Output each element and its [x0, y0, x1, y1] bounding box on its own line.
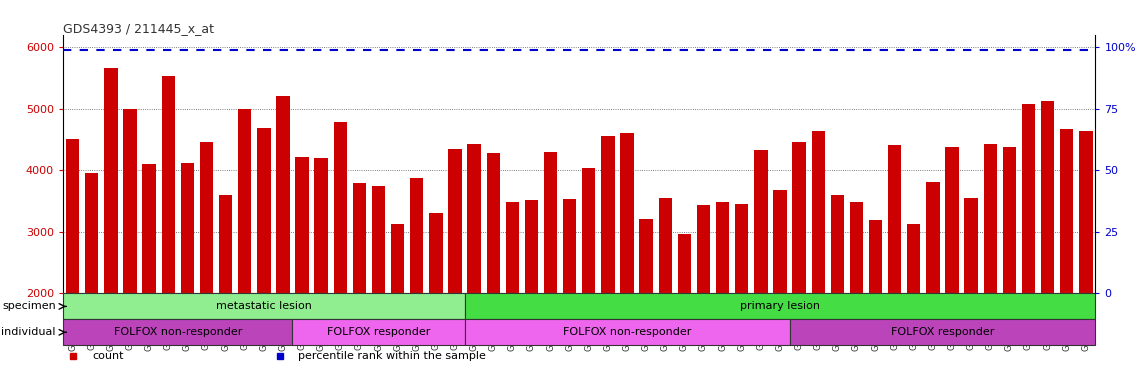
Bar — [180, 163, 194, 384]
Bar — [621, 132, 633, 384]
Bar — [544, 152, 557, 384]
Bar — [63, 293, 465, 319]
Bar — [142, 164, 156, 384]
Bar — [811, 131, 825, 384]
Bar — [465, 293, 1095, 319]
Bar — [582, 168, 595, 384]
Bar — [1079, 131, 1092, 384]
Bar — [696, 205, 710, 384]
Bar — [276, 96, 289, 384]
Bar — [563, 199, 576, 384]
Bar — [391, 224, 404, 384]
Bar — [429, 214, 443, 384]
Bar — [983, 144, 997, 384]
Bar — [467, 144, 481, 384]
Bar — [888, 145, 902, 384]
Bar — [830, 195, 844, 384]
Bar — [678, 234, 690, 384]
Text: FOLFOX responder: FOLFOX responder — [327, 327, 430, 337]
Text: FOLFOX non-responder: FOLFOX non-responder — [563, 327, 692, 337]
Text: FOLFOX non-responder: FOLFOX non-responder — [114, 327, 242, 337]
Bar — [85, 173, 99, 384]
Text: FOLFOX responder: FOLFOX responder — [891, 327, 994, 337]
Bar — [754, 150, 767, 384]
Bar — [907, 224, 920, 384]
Bar — [869, 220, 882, 384]
Bar — [773, 190, 787, 384]
Bar — [601, 136, 615, 384]
Bar — [409, 177, 423, 384]
Bar — [219, 195, 232, 384]
Text: individual: individual — [1, 327, 56, 337]
Bar — [735, 204, 748, 384]
Bar — [67, 139, 79, 384]
Bar — [123, 109, 136, 384]
Bar — [1002, 147, 1016, 384]
Bar — [945, 147, 959, 384]
Bar — [465, 319, 789, 345]
Text: GDS4393 / 211445_x_at: GDS4393 / 211445_x_at — [63, 22, 214, 35]
Bar — [239, 109, 251, 384]
Bar — [639, 220, 653, 384]
Bar — [486, 153, 500, 384]
Bar — [850, 202, 863, 384]
Text: metastatic lesion: metastatic lesion — [216, 301, 312, 311]
Bar — [524, 200, 538, 384]
Text: count: count — [92, 351, 124, 361]
Bar — [926, 182, 939, 384]
Text: specimen: specimen — [2, 301, 56, 311]
Bar — [716, 202, 729, 384]
Bar — [295, 157, 309, 384]
Bar — [1022, 104, 1035, 384]
Bar — [292, 319, 465, 345]
Bar — [506, 202, 518, 384]
Bar — [352, 182, 366, 384]
Bar — [793, 142, 805, 384]
Bar — [789, 319, 1095, 345]
Bar — [448, 149, 461, 384]
Bar — [334, 122, 346, 384]
Bar — [372, 185, 385, 384]
Bar — [1041, 101, 1054, 384]
Bar — [200, 142, 213, 384]
Text: primary lesion: primary lesion — [740, 301, 820, 311]
Bar — [965, 198, 977, 384]
Bar — [314, 158, 328, 384]
Bar — [257, 128, 271, 384]
Text: percentile rank within the sample: percentile rank within the sample — [298, 351, 486, 361]
Bar — [63, 319, 292, 345]
Bar — [1060, 129, 1074, 384]
Bar — [162, 76, 174, 384]
Bar — [658, 198, 672, 384]
Bar — [104, 68, 117, 384]
